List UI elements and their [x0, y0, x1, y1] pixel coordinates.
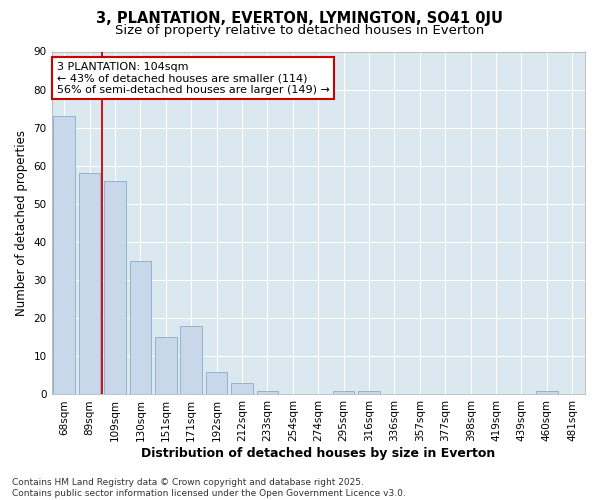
Bar — [53, 116, 75, 394]
Bar — [130, 261, 151, 394]
Bar — [104, 181, 126, 394]
Text: 3, PLANTATION, EVERTON, LYMINGTON, SO41 0JU: 3, PLANTATION, EVERTON, LYMINGTON, SO41 … — [97, 11, 503, 26]
X-axis label: Distribution of detached houses by size in Everton: Distribution of detached houses by size … — [141, 447, 496, 460]
Bar — [231, 383, 253, 394]
Bar — [206, 372, 227, 394]
Bar — [79, 174, 100, 394]
Text: 3 PLANTATION: 104sqm
← 43% of detached houses are smaller (114)
56% of semi-deta: 3 PLANTATION: 104sqm ← 43% of detached h… — [57, 62, 330, 95]
Text: Contains HM Land Registry data © Crown copyright and database right 2025.
Contai: Contains HM Land Registry data © Crown c… — [12, 478, 406, 498]
Bar — [181, 326, 202, 394]
Bar — [536, 390, 557, 394]
Y-axis label: Number of detached properties: Number of detached properties — [15, 130, 28, 316]
Bar — [333, 390, 355, 394]
Bar — [257, 390, 278, 394]
Bar — [155, 338, 176, 394]
Bar — [358, 390, 380, 394]
Text: Size of property relative to detached houses in Everton: Size of property relative to detached ho… — [115, 24, 485, 37]
